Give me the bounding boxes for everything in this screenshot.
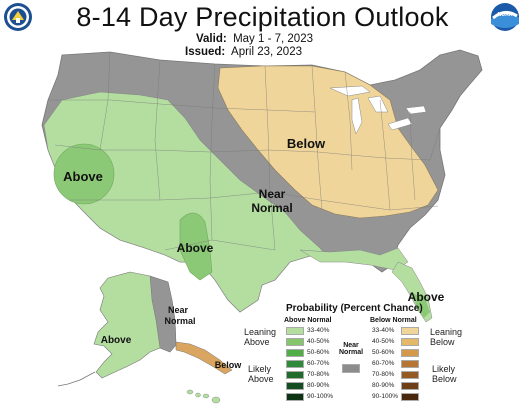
legend-below-range-0: 33-40% [372,327,395,334]
issued-value: April 23, 2023 [231,46,302,58]
legend-above-swatch-4 [286,371,304,379]
legend-likely-above-line1: Likely [248,364,272,374]
valid-value: May 1 - 7, 2023 [233,33,313,45]
legend-below-head: Below Normal [370,317,417,324]
legend-likely-below: Likely Below [432,364,457,384]
legend-below-swatch-0 [401,327,419,335]
above-darker-california [53,143,115,205]
legend-likely-below-line1: Likely [432,364,456,374]
legend-title: Probability (Percent Chance) [286,303,423,314]
legend-near-head-line1: Near [343,342,359,349]
legend-above-range-0: 33-40% [307,327,330,334]
valid-line: Valid: May 1 - 7, 2023 [196,33,313,45]
legend-below-swatch-3 [401,360,419,368]
label-above-southwest: Above [177,241,214,255]
legend-below-swatch-1 [401,338,419,346]
legend-below-range-6: 90-100% [372,393,399,400]
aleutian-islands [57,371,96,387]
great-lakes [329,85,427,135]
legend-above-range-5: 80-90% [307,382,330,389]
legend-below-swatch-4 [401,371,419,379]
label-alaska-near-1: Near [168,305,189,315]
label-below-central: Below [287,136,326,151]
legend-above-head: Above Normal [284,317,332,324]
legend-above-range-3: 60-70% [307,360,330,367]
label-alaska-above: Above [101,335,132,346]
legend-above-range-1: 40-50% [307,338,330,345]
legend-above-range-6: 90-100% [307,393,334,400]
legend-below-range-3: 60-70% [372,360,395,367]
page-title: 8-14 Day Precipitation Outlook [76,2,449,32]
legend-likely-above: Likely Above [248,364,274,384]
legend-leaning-above: Leaning Above [244,327,276,347]
legend-likely-above-line2: Above [248,374,274,384]
above-normal-region-gulf [299,247,409,271]
legend-below-range-1: 40-50% [372,338,395,345]
legend-above-range-4: 70-80% [307,371,330,378]
legend-above-swatch-6 [286,393,304,401]
label-alaska-near-2: Normal [164,316,195,326]
legend-below-swatch-2 [401,349,419,357]
legend-above-range-2: 50-60% [307,349,330,356]
above-normal-region-west [43,91,331,313]
legend-leaning-above-line1: Leaning [244,327,277,337]
legend-near-head: Near Normal [339,342,363,356]
label-alaska-below: Below [215,360,243,370]
issued-line: Issued: April 23, 2023 [185,46,302,58]
hawaii-islands [186,389,221,404]
issued-label: Issued: [185,46,226,58]
label-above-florida: Above [408,290,445,304]
legend-leaning-above-line2: Above [244,337,270,347]
legend-above-swatch-0 [286,327,304,335]
legend-likely-below-line2: Below [432,374,457,384]
legend-above-swatch-5 [286,382,304,390]
legend-below-swatch-6 [401,393,419,401]
valid-label: Valid: [196,33,227,45]
state-borders [48,51,453,251]
legend-leaning-below: Leaning Below [430,327,462,347]
label-above-west: Above [63,169,103,184]
legend-above-swatch-2 [286,349,304,357]
legend-above-swatch-1 [286,338,304,346]
above-darker-florida [414,294,430,318]
commerce-seal-icon [4,3,32,31]
legend-leaning-below-line1: Leaning [430,327,463,337]
label-near-normal-2: Normal [251,201,292,215]
alaska-near-normal-region [149,275,177,353]
legend-below-range-4: 70-80% [372,371,395,378]
legend-near-head-line2: Normal [339,349,364,356]
legend-above-swatch-3 [286,360,304,368]
svg-text:NOAA: NOAA [498,12,513,18]
legend-below-swatch-5 [401,382,419,390]
alaska-panhandle-below [175,341,233,375]
legend-below-range-5: 80-90% [372,382,395,389]
legend-leaning-below-line2: Below [430,337,455,347]
noaa-logo-icon: NOAA [491,3,519,31]
legend-near-swatch [342,364,360,373]
label-near-normal-1: Near [259,187,286,201]
above-darker-southwest [179,212,213,281]
legend-below-range-2: 50-60% [372,349,395,356]
